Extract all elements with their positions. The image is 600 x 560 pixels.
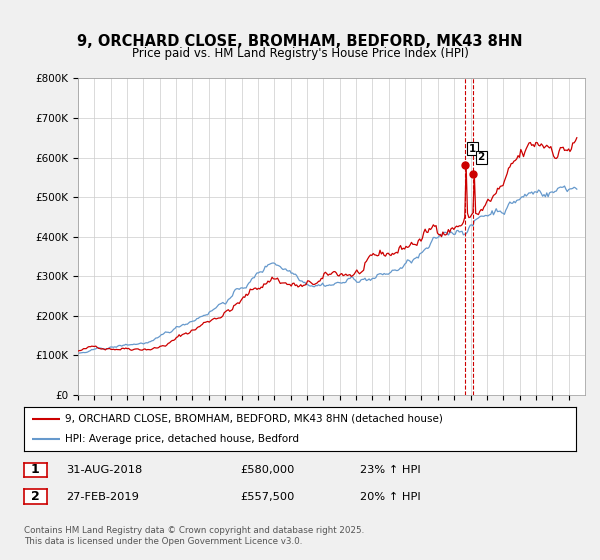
Text: £557,500: £557,500 [240, 492, 295, 502]
Text: 9, ORCHARD CLOSE, BROMHAM, BEDFORD, MK43 8HN (detached house): 9, ORCHARD CLOSE, BROMHAM, BEDFORD, MK43… [65, 414, 443, 424]
Text: 1: 1 [31, 463, 40, 477]
Text: 27-FEB-2019: 27-FEB-2019 [66, 492, 139, 502]
Text: 31-AUG-2018: 31-AUG-2018 [66, 465, 142, 475]
Text: 20% ↑ HPI: 20% ↑ HPI [360, 492, 421, 502]
Text: 9, ORCHARD CLOSE, BROMHAM, BEDFORD, MK43 8HN: 9, ORCHARD CLOSE, BROMHAM, BEDFORD, MK43… [77, 34, 523, 49]
Text: 2: 2 [31, 490, 40, 503]
Text: 23% ↑ HPI: 23% ↑ HPI [360, 465, 421, 475]
Text: Contains HM Land Registry data © Crown copyright and database right 2025.
This d: Contains HM Land Registry data © Crown c… [24, 526, 364, 546]
Text: 2: 2 [478, 152, 485, 162]
Text: 1: 1 [469, 143, 476, 153]
Text: HPI: Average price, detached house, Bedford: HPI: Average price, detached house, Bedf… [65, 434, 299, 444]
Text: £580,000: £580,000 [240, 465, 295, 475]
Text: Price paid vs. HM Land Registry's House Price Index (HPI): Price paid vs. HM Land Registry's House … [131, 47, 469, 60]
